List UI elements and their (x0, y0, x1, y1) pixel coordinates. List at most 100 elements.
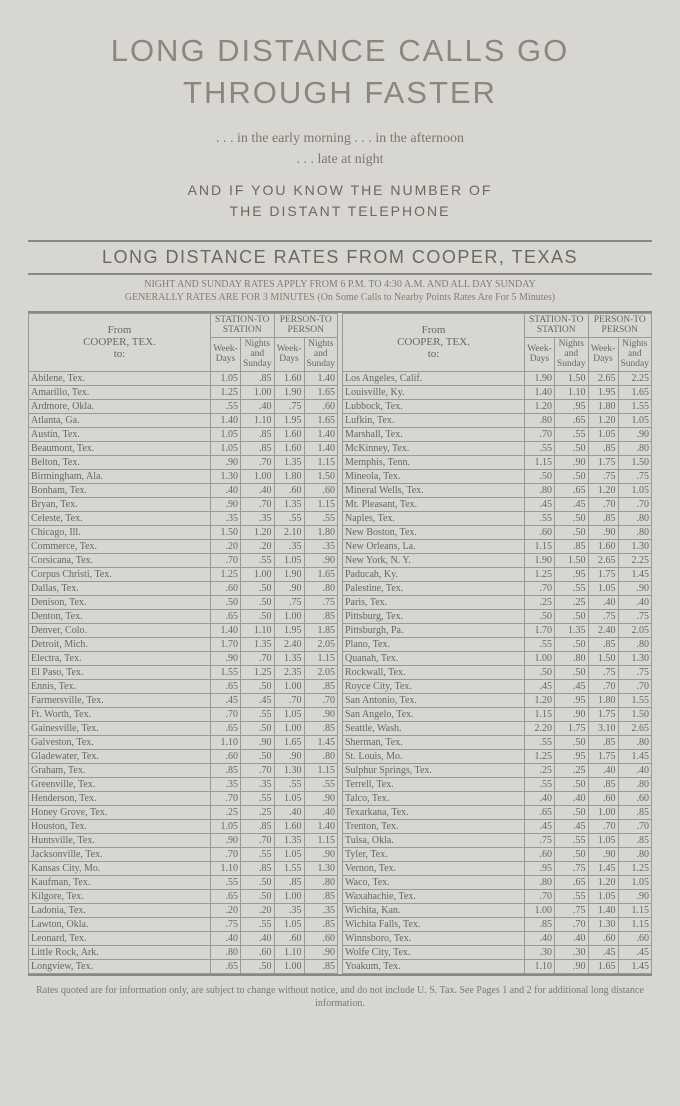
rate-cell: 2.65 (618, 721, 652, 735)
rate-row: Celeste, Tex..35.35.55.55 (29, 511, 338, 525)
rate-cell: 1.50 (555, 553, 589, 567)
rate-row: Greenville, Tex..35.35.55.55 (29, 777, 338, 791)
rate-row: Denton, Tex..65.501.00.85 (29, 609, 338, 623)
rate-cell: 1.35 (274, 833, 304, 847)
rate-row: Bryan, Tex..90.701.351.15 (29, 497, 338, 511)
title-line: THROUGH FASTER (183, 75, 497, 110)
rate-cell: .80 (618, 735, 652, 749)
city-cell: Denver, Colo. (29, 623, 211, 637)
hdr-wd: Week-Days (274, 337, 304, 371)
rate-cell: .90 (304, 945, 338, 959)
rate-cell: 2.25 (618, 371, 652, 385)
rate-cell: .25 (211, 805, 241, 819)
rate-row: San Antonio, Tex.1.20.951.801.55 (343, 693, 652, 707)
rate-cell: .80 (618, 511, 652, 525)
rate-cell: .75 (618, 609, 652, 623)
footer-note: Rates quoted are for information only, a… (28, 984, 652, 1010)
rate-tables: FromCOOPER, TEX.to:STATION-TO STATIONPER… (28, 311, 652, 976)
rate-cell: .90 (274, 581, 304, 595)
rate-cell: 1.90 (274, 567, 304, 581)
city-cell: Vernon, Tex. (343, 861, 525, 875)
rate-cell: .40 (241, 931, 275, 945)
rate-cell: 1.15 (525, 707, 555, 721)
rate-cell: .70 (588, 497, 618, 511)
rate-cell: .90 (241, 735, 275, 749)
rate-cell: .50 (241, 959, 275, 973)
rate-row: Paducah, Ky.1.25.951.751.45 (343, 567, 652, 581)
rate-cell: 1.00 (525, 651, 555, 665)
city-cell: Birmingham, Ala. (29, 469, 211, 483)
rate-cell: .60 (588, 931, 618, 945)
rate-cell: .90 (618, 427, 652, 441)
city-cell: Galveston, Tex. (29, 735, 211, 749)
rate-cell: 1.25 (211, 385, 241, 399)
rate-row: Denison, Tex..50.50.75.75 (29, 595, 338, 609)
city-cell: Henderson, Tex. (29, 791, 211, 805)
rate-cell: .55 (304, 511, 338, 525)
rate-cell: .40 (241, 483, 275, 497)
rate-cell: .70 (211, 553, 241, 567)
rate-cell: 1.25 (211, 567, 241, 581)
rate-cell: .50 (241, 749, 275, 763)
section-title: LONG DISTANCE RATES FROM COOPER, TEXAS (28, 240, 652, 275)
rate-cell: 1.40 (525, 385, 555, 399)
rate-cell: .45 (525, 819, 555, 833)
city-cell: St. Louis, Mo. (343, 749, 525, 763)
city-cell: Waxahachie, Tex. (343, 889, 525, 903)
rate-cell: 1.30 (274, 763, 304, 777)
rate-cell: .80 (304, 749, 338, 763)
rate-cell: 1.40 (304, 371, 338, 385)
rate-cell: 1.45 (618, 749, 652, 763)
rate-cell: 1.25 (241, 665, 275, 679)
rate-row: Terrell, Tex..55.50.85.80 (343, 777, 652, 791)
rate-row: Chicago, Ill.1.501.202.101.80 (29, 525, 338, 539)
rate-cell: .85 (588, 777, 618, 791)
rate-cell: 1.90 (274, 385, 304, 399)
city-cell: Amarillo, Tex. (29, 385, 211, 399)
rate-cell: .85 (241, 819, 275, 833)
rate-cell: 1.60 (274, 427, 304, 441)
rate-cell: 1.05 (618, 413, 652, 427)
rate-row: Trenton, Tex..45.45.70.70 (343, 819, 652, 833)
rate-cell: .65 (211, 889, 241, 903)
city-cell: Belton, Tex. (29, 455, 211, 469)
rate-cell: 1.65 (618, 385, 652, 399)
rate-row: Ft. Worth, Tex..70.551.05.90 (29, 707, 338, 721)
rate-cell: .85 (588, 511, 618, 525)
note-line: GENERALLY RATES ARE FOR 3 MINUTES (On So… (125, 292, 555, 303)
rate-cell: .70 (241, 651, 275, 665)
rate-cell: 1.00 (525, 903, 555, 917)
city-cell: Mineola, Tex. (343, 469, 525, 483)
rate-cell: 1.35 (241, 637, 275, 651)
rate-cell: .35 (304, 539, 338, 553)
rate-cell: .85 (274, 875, 304, 889)
rate-cell: .50 (555, 735, 589, 749)
section-note: NIGHT AND SUNDAY RATES APPLY FROM 6 P.M.… (28, 278, 652, 305)
rate-cell: 1.50 (618, 707, 652, 721)
rate-row: Kansas City, Mo.1.10.851.551.30 (29, 861, 338, 875)
rate-cell: 1.10 (241, 413, 275, 427)
rate-row: Royce City, Tex..45.45.70.70 (343, 679, 652, 693)
rate-row: Huntsville, Tex..90.701.351.15 (29, 833, 338, 847)
rate-cell: 1.05 (274, 553, 304, 567)
rate-cell: .50 (555, 609, 589, 623)
city-cell: Atlanta, Ga. (29, 413, 211, 427)
rate-cell: .50 (241, 889, 275, 903)
hdr-from: FromCOOPER, TEX.to: (29, 313, 211, 371)
rate-cell: .70 (525, 889, 555, 903)
city-cell: Honey Grove, Tex. (29, 805, 211, 819)
rate-row: Plano, Tex..55.50.85.80 (343, 637, 652, 651)
rate-row: New Orleans, La.1.15.851.601.30 (343, 539, 652, 553)
city-cell: Commerce, Tex. (29, 539, 211, 553)
rate-row: Abilene, Tex.1.05.851.601.40 (29, 371, 338, 385)
rate-cell: .35 (241, 777, 275, 791)
rate-cell: .45 (555, 819, 589, 833)
rate-cell: .35 (241, 511, 275, 525)
rate-cell: .65 (211, 721, 241, 735)
city-cell: Farmersville, Tex. (29, 693, 211, 707)
city-cell: Denison, Tex. (29, 595, 211, 609)
rate-cell: .75 (618, 665, 652, 679)
rate-row: Waxahachie, Tex..70.551.05.90 (343, 889, 652, 903)
rate-row: Kilgore, Tex..65.501.00.85 (29, 889, 338, 903)
rate-cell: 1.15 (304, 455, 338, 469)
